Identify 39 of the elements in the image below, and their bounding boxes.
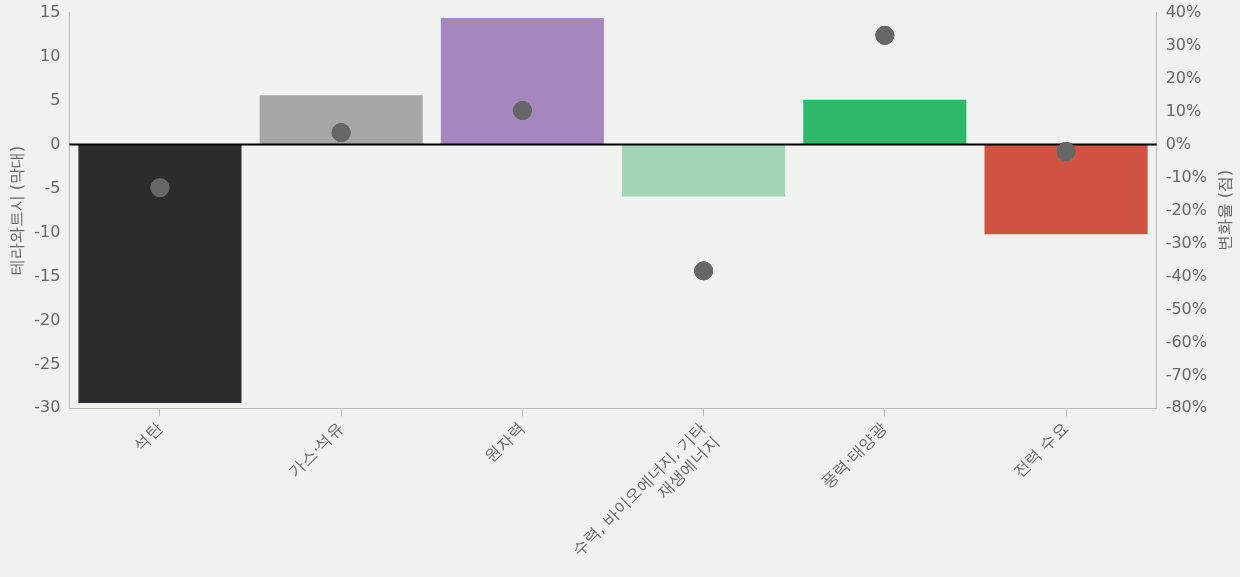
point <box>875 25 895 45</box>
y-tick-label: 10 <box>39 45 61 65</box>
y-tick-label: -20 <box>34 309 61 329</box>
y2-axis-title: 변화율 (점) <box>1215 169 1235 252</box>
y-tick-label: 15 <box>39 1 61 21</box>
bar <box>78 144 242 404</box>
y2-tick-label: -40% <box>1165 265 1208 285</box>
y2-tick-label: 40% <box>1165 1 1202 21</box>
point <box>331 123 351 143</box>
bar <box>259 95 423 145</box>
y2-tick-label: -10% <box>1165 166 1208 186</box>
y2-tick-label: 0% <box>1165 133 1192 153</box>
y-tick-label: 0 <box>50 133 61 153</box>
y2-tick-label: -60% <box>1165 331 1208 351</box>
bar <box>803 99 967 145</box>
y2-tick-label: 10% <box>1165 100 1202 120</box>
y2-tick-label: -50% <box>1165 298 1208 318</box>
y-tick-label: 5 <box>50 89 61 109</box>
y2-tick-label: -70% <box>1165 364 1208 384</box>
y-tick-label: -5 <box>44 177 61 197</box>
x-tick-label: 전력 수요 <box>1009 418 1072 481</box>
bar <box>984 144 1148 235</box>
x-tick-label: 석탄 <box>129 418 166 455</box>
y-tick-label: -10 <box>34 221 61 241</box>
y-tick-label: -30 <box>34 397 61 417</box>
y2-tick-label: -30% <box>1165 232 1208 252</box>
point <box>512 101 532 121</box>
point <box>1056 141 1076 161</box>
y-tick-label: -25 <box>34 353 61 373</box>
bar <box>622 144 786 197</box>
bar <box>440 17 604 145</box>
y2-tick-label: 30% <box>1165 34 1202 54</box>
point <box>150 178 170 198</box>
y2-tick-label: -20% <box>1165 199 1208 219</box>
y-axis-title: 테라와트시 (막대) <box>6 145 26 276</box>
point <box>694 261 714 281</box>
y2-tick-label: -80% <box>1165 397 1208 417</box>
y2-tick-label: 20% <box>1165 67 1202 87</box>
y-tick-label: -15 <box>34 265 61 285</box>
